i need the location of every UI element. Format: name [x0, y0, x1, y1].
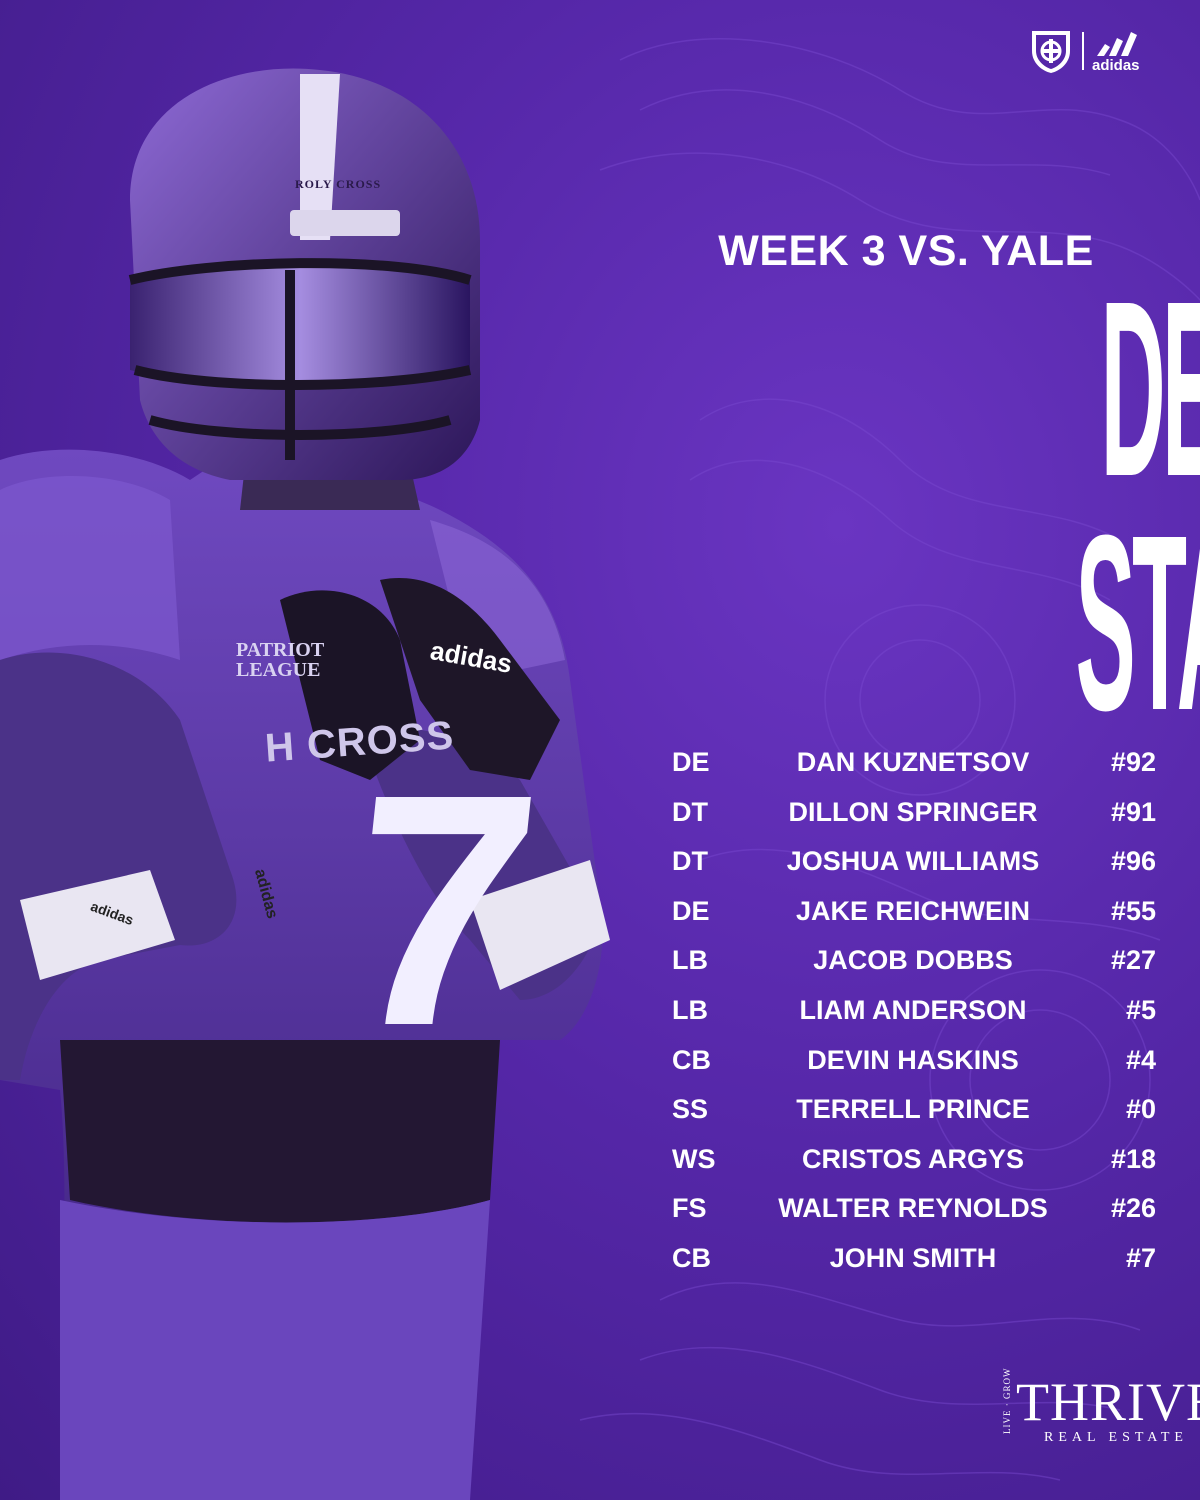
position: CB: [672, 1044, 711, 1075]
position: DE: [672, 747, 710, 777]
player-name: DEVIN HASKINS: [807, 1044, 1019, 1075]
headline-defensive: DEFENSIVE: [676, 264, 1200, 514]
roster-row: DT DILLON SPRINGER #91: [672, 788, 1156, 838]
game-subtitle: WEEK 3 VS. YALE: [718, 227, 1094, 275]
roster-row: LB JACOB DOBBS #27: [672, 936, 1156, 986]
player-name: CRISTOS ARGYS: [801, 1143, 1025, 1174]
roster-row: WS CRISTOS ARGYS #18: [672, 1135, 1156, 1185]
player-name: JACOB DOBBS: [813, 945, 1013, 976]
patriot-league-patch: PATRIOT LEAGUE: [236, 639, 325, 681]
roster-row: CB JOHN SMITH #7: [672, 1234, 1156, 1284]
sponsor-subtitle: REAL ESTATE: [1044, 1430, 1188, 1445]
player-number: #26: [1110, 1193, 1156, 1224]
position: CB: [672, 1242, 711, 1273]
holy-cross-shield-icon: [1032, 31, 1070, 73]
visor-label: ROLY CROSS: [295, 177, 382, 191]
player-number: #91: [1110, 796, 1156, 827]
player-number: #92: [1110, 747, 1156, 777]
player-number: #0: [1125, 1094, 1156, 1125]
player-number: #7: [1125, 1242, 1156, 1273]
player-name: JOHN SMITH: [829, 1242, 997, 1273]
player-number: #5: [1125, 994, 1156, 1025]
roster-row: DE JAKE REICHWEIN #55: [672, 887, 1156, 937]
roster-row: SS TERRELL PRINCE #0: [672, 1085, 1156, 1135]
position: DT: [672, 796, 708, 827]
player-photo: [0, 68, 610, 1500]
headline-starters: STARTERS: [676, 498, 1200, 748]
player-number: #55: [1110, 895, 1156, 926]
position: FS: [672, 1193, 707, 1224]
position: LB: [672, 945, 708, 976]
roster-row: FS WALTER REYNOLDS #26: [672, 1184, 1156, 1234]
player-name: JAKE REICHWEIN: [795, 895, 1031, 926]
position: DT: [672, 846, 708, 877]
position: LB: [672, 994, 708, 1025]
player-name: TERRELL PRINCE: [796, 1094, 1030, 1125]
brand-divider: [1082, 32, 1084, 70]
sponsor-name: THRIVE: [1016, 1372, 1200, 1432]
adidas-logo: adidas: [1092, 30, 1140, 73]
roster-row: CB DEVIN HASKINS #4: [672, 1036, 1156, 1086]
player-number: #96: [1110, 846, 1156, 877]
roster-list: DE DAN KUZNETSOV #92 DT DILLON SPRINGER #91 …: [672, 738, 1156, 1284]
sponsor-tagline: LIVE · GROW: [1002, 1367, 1012, 1435]
player-number: #18: [1110, 1143, 1156, 1174]
position: SS: [672, 1094, 709, 1125]
adidas-wordmark: adidas: [1092, 56, 1140, 74]
position: DE: [672, 895, 710, 926]
player-name: WALTER REYNOLDS: [778, 1193, 1048, 1224]
position: WS: [672, 1143, 716, 1174]
headline-defensive-text: DEFENSIVE: [1100, 249, 1200, 528]
player-name: JOSHUA WILLIAMS: [786, 846, 1040, 877]
roster-row: LB LIAM ANDERSON #5: [672, 986, 1156, 1036]
roster-row: DT JOSHUA WILLIAMS #96: [672, 837, 1156, 887]
player-name: DAN KUZNETSOV: [796, 747, 1030, 777]
player-name: LIAM ANDERSON: [799, 994, 1027, 1025]
brand-lockup: adidas: [1028, 26, 1170, 76]
headline-starters-text: STARTERS: [1075, 483, 1200, 762]
adidas-stripes-icon: [1096, 31, 1137, 56]
sponsor-logo: LIVE · GROW THRIVE REAL ESTATE: [1002, 1368, 1200, 1472]
player-number: #4: [1125, 1044, 1156, 1075]
roster-row: DE DAN KUZNETSOV #92: [672, 738, 1156, 788]
player-number: #27: [1110, 945, 1156, 976]
player-name: DILLON SPRINGER: [788, 796, 1038, 827]
